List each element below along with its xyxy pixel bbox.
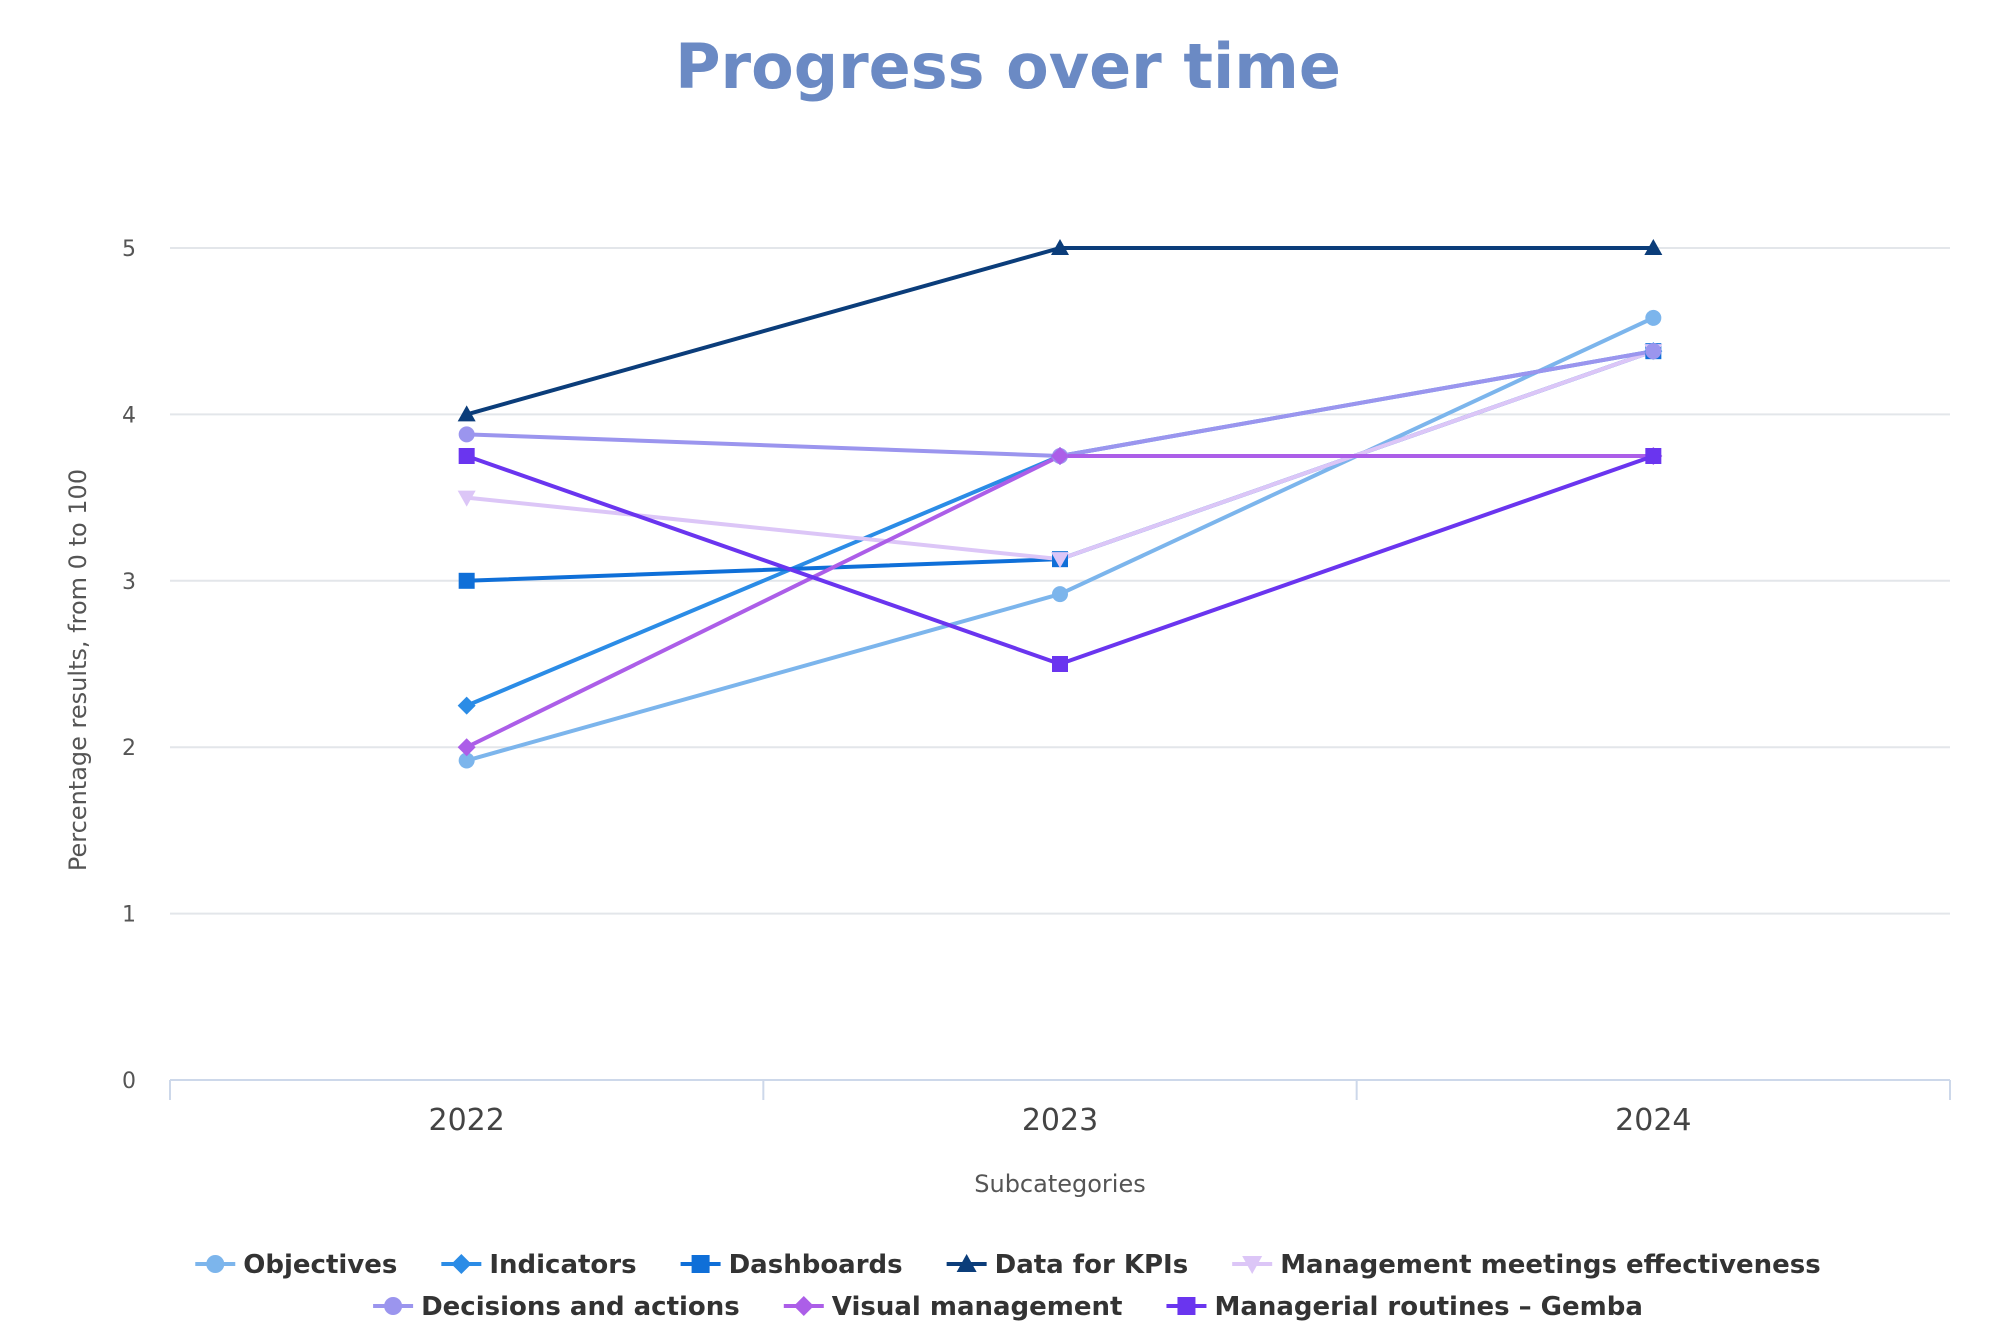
legend-item: Visual management bbox=[783, 1292, 1123, 1322]
chart-title: Progress over time bbox=[675, 30, 1341, 103]
legend-marker bbox=[691, 1255, 710, 1273]
legend-label: Decisions and actions bbox=[421, 1292, 740, 1322]
data-point bbox=[1645, 448, 1662, 464]
series-lines bbox=[465, 246, 1655, 763]
legend-label: Data for KPIs bbox=[995, 1250, 1189, 1280]
y-tick-label: 2 bbox=[122, 736, 136, 761]
series-line bbox=[466, 349, 1654, 458]
y-tick-label: 3 bbox=[122, 570, 136, 595]
data-point bbox=[1645, 343, 1662, 360]
data-point bbox=[458, 448, 475, 464]
legend-item: Dashboards bbox=[680, 1250, 903, 1280]
legend-marker bbox=[384, 1297, 403, 1315]
legend-item: Managerial routines – Gemba bbox=[1166, 1292, 1643, 1322]
series-line bbox=[465, 349, 1654, 708]
legend-label: Management meetings effectiveness bbox=[1280, 1250, 1821, 1280]
legend-label: Managerial routines – Gemba bbox=[1214, 1292, 1642, 1322]
data-point bbox=[457, 405, 476, 422]
legend-marker bbox=[1242, 1256, 1263, 1274]
series-line bbox=[466, 246, 1654, 417]
data-point bbox=[1644, 239, 1663, 255]
x-axis-title: Subcategories bbox=[974, 1170, 1145, 1198]
data-point bbox=[458, 572, 475, 589]
x-axis: 2022 2023 2024 bbox=[169, 1079, 1951, 1138]
grid-lines bbox=[170, 247, 1950, 915]
legend-label: Indicators bbox=[489, 1250, 636, 1280]
series-markers bbox=[457, 239, 1663, 769]
data-point bbox=[1052, 656, 1068, 672]
legend-item: Data for KPIs bbox=[946, 1250, 1189, 1280]
legend-item: Objectives bbox=[195, 1250, 397, 1280]
legend-item: Decisions and actions bbox=[373, 1292, 740, 1322]
y-tick-label: 5 bbox=[122, 237, 136, 262]
x-tick-label: 2022 bbox=[428, 1103, 504, 1138]
y-tick-label: 0 bbox=[122, 1069, 136, 1094]
data-point bbox=[1051, 239, 1069, 255]
legend-label: Objectives bbox=[243, 1250, 397, 1280]
series-line bbox=[466, 349, 1654, 583]
legend-marker bbox=[793, 1296, 814, 1316]
legend-marker bbox=[1177, 1297, 1196, 1315]
legend-marker bbox=[956, 1254, 977, 1272]
y-axis: 0 1 2 3 4 5 bbox=[122, 237, 136, 1094]
x-tick-label: 2024 bbox=[1615, 1103, 1691, 1138]
legend-marker bbox=[451, 1254, 472, 1274]
y-tick-label: 4 bbox=[122, 403, 136, 428]
data-point bbox=[1051, 447, 1069, 465]
legend: Objectives Indicators Dashboards Data for K… bbox=[195, 1250, 1821, 1322]
data-point bbox=[458, 752, 475, 769]
data-point bbox=[457, 490, 476, 507]
data-point bbox=[1052, 586, 1068, 603]
data-point bbox=[1051, 552, 1069, 569]
legend-item: Indicators bbox=[441, 1250, 637, 1280]
legend-item: Management meetings effectiveness bbox=[1232, 1250, 1821, 1280]
y-tick-label: 1 bbox=[122, 903, 136, 928]
data-point bbox=[1645, 309, 1662, 326]
y-axis-title: Percentage results, from 0 to 100 bbox=[64, 469, 92, 871]
legend-label: Dashboards bbox=[729, 1250, 903, 1280]
legend-marker bbox=[206, 1255, 225, 1273]
legend-label: Visual management bbox=[832, 1292, 1123, 1322]
data-point bbox=[457, 738, 476, 757]
data-point bbox=[458, 426, 475, 443]
x-tick-label: 2023 bbox=[1022, 1103, 1098, 1138]
data-point bbox=[457, 696, 476, 715]
